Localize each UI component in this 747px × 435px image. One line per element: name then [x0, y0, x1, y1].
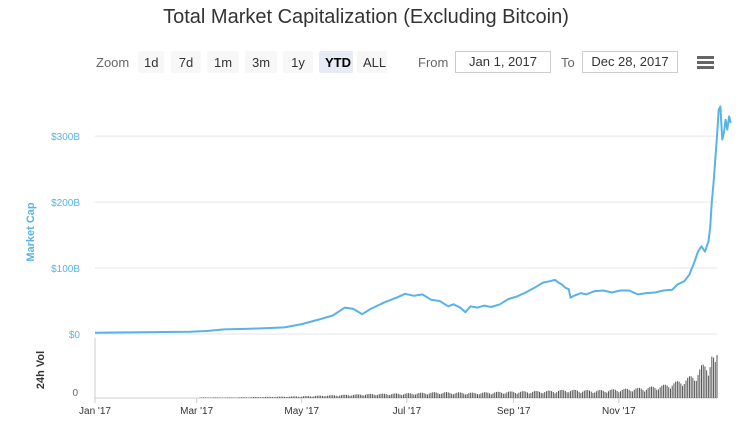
x-tick-label: Nov '17 [602, 406, 636, 417]
zoom-1d-button[interactable]: 1d [138, 51, 164, 73]
from-label: From [418, 55, 449, 70]
volume-tick-label: 0 [72, 388, 78, 399]
from-date-input[interactable]: Jan 1, 2017 [455, 51, 551, 73]
x-tick-label: Mar '17 [180, 406, 213, 417]
market-cap-line [94, 105, 732, 334]
y-tick-label: $300B [51, 132, 80, 143]
to-label: To [561, 55, 575, 70]
y-tick-label: $100B [51, 264, 80, 275]
zoom-ytd-button[interactable]: YTD [319, 51, 353, 73]
x-tick-label: Jul '17 [393, 406, 422, 417]
y-tick-label: $200B [51, 198, 80, 209]
x-tick-label: Sep '17 [497, 406, 531, 417]
zoom-7d-button[interactable]: 7d [171, 51, 201, 73]
zoom-1m-button[interactable]: 1m [207, 51, 239, 73]
x-tick-label: Jan '17 [79, 406, 111, 417]
menu-icon[interactable] [697, 56, 714, 70]
zoom-3m-button[interactable]: 3m [245, 51, 277, 73]
x-tick-label: May '17 [284, 406, 319, 417]
zoom-1y-button[interactable]: 1y [283, 51, 313, 73]
zoom-label: Zoom [96, 55, 130, 70]
volume-axis-title: 24h Vol [35, 351, 47, 389]
to-date-input[interactable]: Dec 28, 2017 [582, 51, 678, 73]
y-tick-label: $0 [69, 330, 81, 341]
zoom-all-button[interactable]: ALL [357, 51, 387, 73]
y-axis-title: Market Cap [25, 202, 37, 262]
chart-title: Total Market Capitalization (Excluding B… [163, 6, 569, 28]
